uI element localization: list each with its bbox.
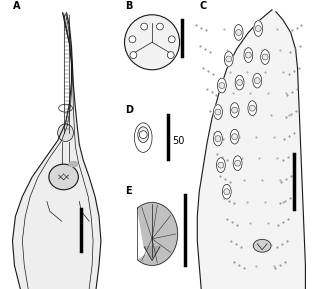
Text: B: B [125, 1, 133, 11]
Circle shape [129, 36, 136, 43]
Circle shape [124, 15, 180, 70]
Circle shape [215, 109, 221, 115]
Circle shape [235, 160, 241, 166]
Ellipse shape [254, 21, 263, 36]
Ellipse shape [248, 101, 257, 116]
Ellipse shape [138, 127, 149, 142]
Polygon shape [12, 13, 101, 289]
Circle shape [218, 162, 224, 168]
Circle shape [168, 36, 175, 43]
Polygon shape [144, 247, 160, 260]
Circle shape [232, 134, 237, 140]
Circle shape [255, 25, 261, 32]
Polygon shape [197, 10, 305, 289]
Circle shape [219, 83, 225, 88]
Ellipse shape [230, 129, 239, 144]
Text: E: E [125, 186, 132, 196]
Circle shape [232, 107, 237, 113]
Polygon shape [138, 203, 178, 265]
Text: C: C [199, 1, 207, 11]
Ellipse shape [261, 50, 270, 64]
Circle shape [139, 131, 147, 139]
Ellipse shape [230, 103, 239, 117]
Ellipse shape [253, 239, 271, 252]
Ellipse shape [69, 162, 78, 167]
Circle shape [226, 56, 232, 62]
Circle shape [254, 78, 260, 84]
Ellipse shape [253, 73, 262, 88]
Ellipse shape [234, 25, 243, 40]
Ellipse shape [213, 105, 222, 119]
Ellipse shape [244, 48, 253, 62]
Circle shape [167, 52, 174, 58]
Ellipse shape [134, 123, 152, 152]
Circle shape [249, 105, 255, 111]
Circle shape [141, 23, 148, 30]
Circle shape [246, 52, 251, 58]
Circle shape [236, 80, 242, 86]
Circle shape [157, 23, 163, 30]
Ellipse shape [222, 184, 231, 199]
Ellipse shape [233, 156, 242, 171]
Circle shape [130, 52, 137, 58]
Text: A: A [12, 1, 20, 11]
Circle shape [215, 136, 221, 142]
Text: D: D [125, 105, 134, 115]
Ellipse shape [213, 131, 222, 146]
Text: 50: 50 [172, 136, 184, 146]
Circle shape [224, 189, 230, 194]
Circle shape [262, 54, 268, 60]
Ellipse shape [49, 164, 78, 190]
Ellipse shape [58, 124, 73, 142]
Ellipse shape [224, 52, 233, 66]
Ellipse shape [235, 75, 244, 90]
Circle shape [236, 29, 241, 35]
Ellipse shape [217, 158, 225, 173]
Ellipse shape [217, 78, 226, 93]
